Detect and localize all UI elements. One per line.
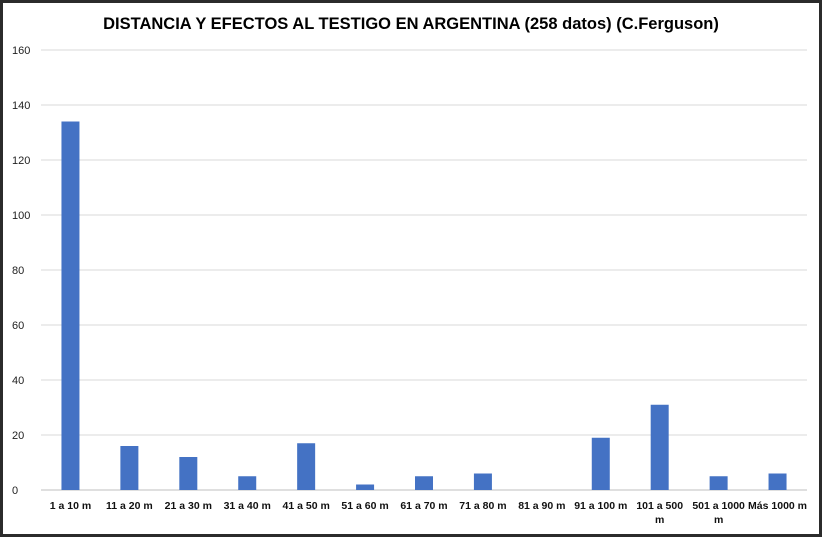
bar [709,476,728,490]
y-tick-label: 140 [12,100,30,112]
x-tick-label: 31 a 40 m [224,500,271,512]
x-tick-label: 11 a 20 m [106,500,153,512]
bar [650,404,669,490]
bar [179,457,198,490]
bar [473,473,492,490]
gridlines [41,49,807,491]
x-tick-label: 91 a 100 m [574,500,627,512]
x-axis-ticks: 1 a 10 m 11 a 20 m 21 a 30 m 31 a 40 m 41 a … [50,500,807,526]
y-tick-label: 20 [12,430,24,442]
bar [61,121,80,490]
y-axis-ticks: 0 20 40 60 80 100 120 140 160 [12,45,30,497]
x-tick-label: Más 1000 m [748,500,807,512]
x-tick-label: 81 a 90 m [518,500,565,512]
bar [120,446,139,490]
x-tick-label: 501 a 1000 m [692,500,745,526]
y-tick-label: 80 [12,265,24,277]
bar [768,473,787,490]
x-tick-label: 41 a 50 m [283,500,330,512]
x-tick-label: 21 a 30 m [165,500,212,512]
x-tick-label: 61 a 70 m [400,500,447,512]
bar [591,437,610,490]
bars [61,121,787,490]
x-tick-label: 1 a 10 m [50,500,91,512]
chart-title: DISTANCIA Y EFECTOS AL TESTIGO EN ARGENT… [103,15,719,33]
x-tick-label: 71 a 80 m [459,500,506,512]
y-tick-label: 40 [12,375,24,387]
y-tick-label: 100 [12,210,30,222]
bar [238,476,257,490]
bar [297,443,316,490]
y-tick-label: 0 [12,485,18,497]
y-tick-label: 160 [12,45,30,57]
y-tick-label: 120 [12,155,30,167]
x-tick-label: 51 a 60 m [341,500,388,512]
bar [356,484,375,490]
y-tick-label: 60 [12,320,24,332]
x-tick-label: 101 a 500 m [636,500,683,526]
bar [415,476,433,490]
